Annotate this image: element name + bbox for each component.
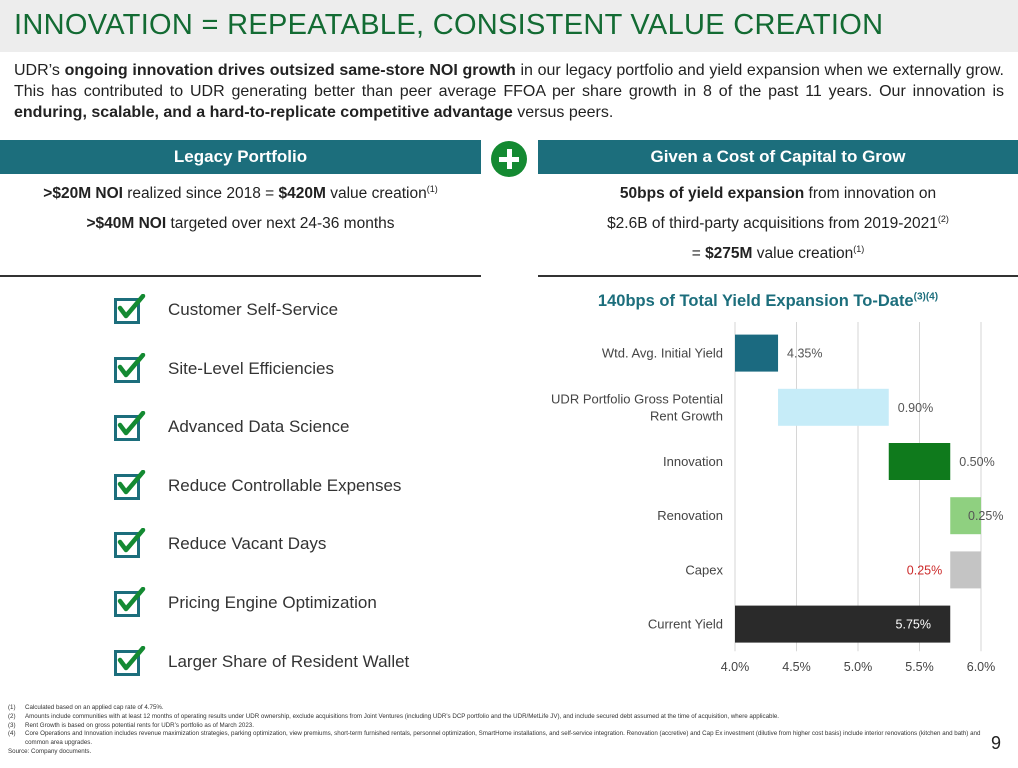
checklist-label: Reduce Controllable Expenses (168, 475, 402, 495)
intro-text-1: UDR’s (14, 62, 65, 79)
checklist-item: Reduce Controllable Expenses (112, 466, 492, 506)
checklist-item: Reduce Vacant Days (112, 524, 492, 564)
checklist-item: Advanced Data Science (112, 407, 492, 447)
chart-title-text: 140bps of Total Yield Expansion To-Date (597, 292, 914, 310)
footnote-ref: (1) (853, 243, 865, 254)
checkbox-checked-icon (114, 587, 146, 617)
grow-line-2: $2.6B of third-party acquisitions from 2… (538, 213, 1018, 233)
x-tick-label: 5.0% (844, 660, 873, 674)
yield-expansion-chart: 4.0% 4.5% 5.0% 5.5% 6.0% Wtd. Avg. Initial Yi… (551, 322, 1003, 674)
legacy-value: $420M (278, 185, 326, 202)
source-note: Source: Company documents. (8, 748, 983, 757)
footnotes: (1) Calculated based on an applied cap ra… (8, 704, 983, 757)
footnote: (4) Core Operations and Innovation includ… (8, 730, 983, 748)
grow-text: value creation (752, 245, 854, 262)
legacy-text: realized since 2018 = (122, 185, 279, 202)
y-category-label: UDR Portfolio Gross Potential (551, 391, 723, 406)
legacy-text: value creation (325, 185, 427, 202)
intro-bold-1: ongoing innovation drives outsized same-… (64, 62, 516, 79)
data-label: 5.75% (896, 618, 931, 632)
data-label: 0.25% (968, 509, 1003, 523)
chart-title: 140bps of Total Yield Expansion To-Date(… (538, 292, 998, 311)
grow-line-3: = $275M value creation(1) (538, 243, 1018, 263)
waterfall-bar (950, 497, 981, 535)
checkbox-checked-icon (114, 352, 146, 383)
divider (538, 275, 1018, 277)
checklist-item: Larger Share of Resident Wallet (112, 642, 492, 682)
waterfall-bar (735, 605, 951, 643)
grow-text: $2.6B of third-party acquisitions from 2… (607, 215, 938, 232)
checkbox-checked-icon (114, 469, 146, 500)
data-label: 4.35% (787, 347, 822, 361)
title-bar: INNOVATION = REPEATABLE, CONSISTENT VALU… (0, 0, 1018, 52)
footnote-text: Calculated based on an applied cap rate … (25, 704, 164, 711)
footnote-ref: (3)(4) (913, 291, 939, 303)
grow-yield-expansion: 50bps of yield expansion (619, 185, 805, 202)
data-label: 0.90% (898, 401, 933, 415)
waterfall-bar (735, 334, 779, 372)
legacy-line-2: >$40M NOI targeted over next 24-36 month… (0, 215, 481, 233)
grow-text: = (691, 245, 706, 262)
slide-title: INNOVATION = REPEATABLE, CONSISTENT VALU… (14, 9, 884, 41)
x-tick-label: 5.5% (905, 660, 934, 674)
footnote-text: Amounts include communities with at leas… (25, 712, 779, 720)
cost-of-capital-header: Given a Cost of Capital to Grow (538, 140, 1018, 174)
grow-line-1: 50bps of yield expansion from innovation… (538, 185, 1018, 203)
checkbox-checked-icon (114, 645, 146, 676)
intro-text-2: in our legacy portfolio and yield expans… (14, 62, 1005, 100)
y-category-label: Innovation (663, 454, 723, 469)
checkbox-checked-icon (114, 528, 146, 559)
footnote: (1) Calculated based on an applied cap ra… (8, 704, 983, 713)
legacy-noi-targeted: >$40M NOI (86, 215, 167, 232)
checklist-label: Advanced Data Science (168, 417, 350, 437)
y-category-label: Rent Growth (650, 408, 723, 423)
waterfall-bar (778, 388, 889, 426)
legacy-noi-realized: >$20M NOI (43, 185, 123, 202)
x-tick-label: 6.0% (967, 660, 996, 674)
checklist-label: Pricing Engine Optimization (168, 593, 377, 612)
checkbox-checked-icon (114, 411, 146, 442)
legacy-line-1: >$20M NOI realized since 2018 = $420M va… (0, 183, 481, 203)
legacy-portfolio-header: Legacy Portfolio (0, 140, 481, 174)
y-category-label: Capex (685, 562, 723, 577)
source-text: Source: Company documents. (8, 747, 92, 755)
x-tick-label: 4.5% (782, 660, 811, 674)
divider (0, 275, 481, 277)
footnote-number: (4) (8, 730, 16, 738)
y-category-label: Renovation (657, 508, 723, 523)
intro-paragraph: UDR’s ongoing innovation drives outsized… (14, 60, 1004, 123)
data-label: 0.25% (907, 563, 942, 577)
checkbox-checked-icon (114, 294, 146, 324)
legacy-text: targeted over next 24-36 months (166, 215, 395, 232)
grow-value: $275M (705, 245, 753, 262)
footnote-ref: (1) (426, 183, 438, 194)
footnote: (3) Rent Growth is based on gross potenti… (8, 722, 983, 731)
footnote-number: (2) (8, 712, 16, 720)
checklist-label: Reduce Vacant Days (168, 534, 327, 554)
checklist-label: Site-Level Efficiencies (168, 358, 334, 378)
footnote-text: Core Operations and Innovation includes … (25, 730, 981, 747)
checklist-label: Customer Self-Service (168, 300, 339, 319)
page-number: 9 (990, 733, 1001, 753)
checklist-item: Customer Self-Service (112, 290, 492, 330)
y-category-label: Current Yield (648, 617, 723, 632)
x-tick-label: 4.0% (721, 660, 750, 674)
footnote-ref: (2) (937, 213, 949, 224)
intro-text-3: versus peers. (512, 104, 614, 121)
intro-bold-2: enduring, scalable, and a hard-to-replic… (14, 104, 513, 121)
footnote-number: (1) (8, 704, 16, 711)
footnote: (2) Amounts include communities with at l… (8, 713, 983, 722)
waterfall-bar (950, 551, 981, 589)
waterfall-bar (888, 443, 951, 480)
footnote-text: Rent Growth is based on gross potential … (25, 721, 254, 729)
checklist-item: Site-Level Efficiencies (112, 349, 492, 389)
checklist-item: Pricing Engine Optimization (112, 583, 492, 623)
footnote-number: (3) (8, 721, 16, 729)
data-label: 0.50% (959, 455, 994, 469)
plus-icon (491, 141, 527, 177)
grow-text: from innovation on (804, 185, 937, 202)
y-category-label: Wtd. Avg. Initial Yield (602, 346, 723, 361)
checklist-label: Larger Share of Resident Wallet (168, 651, 410, 671)
